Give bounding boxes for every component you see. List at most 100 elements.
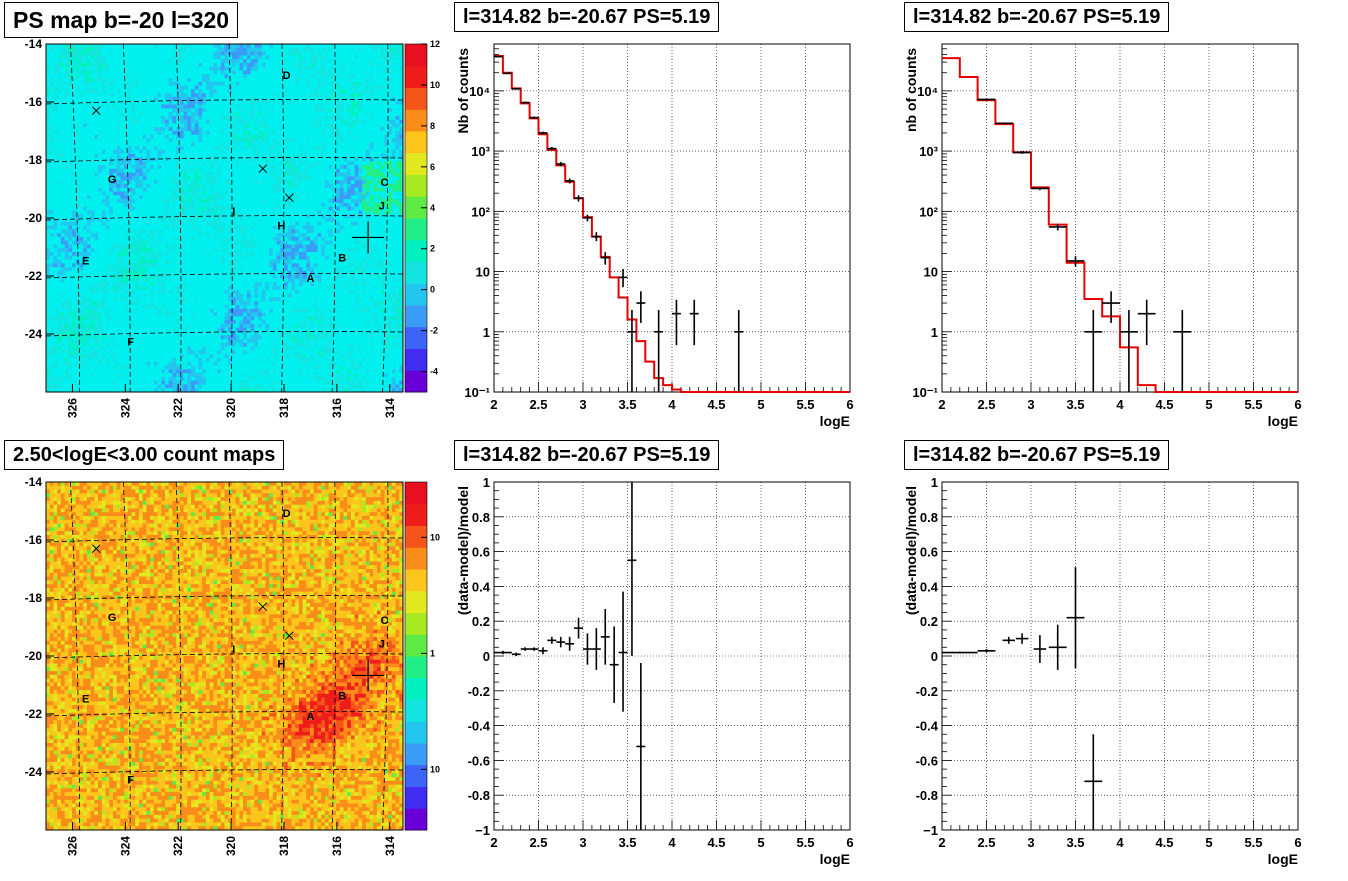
map-pixel [109,134,114,139]
map-pixel [332,161,337,166]
map-pixel [168,74,173,79]
map-pixel [350,100,356,105]
map-pixel [220,138,225,143]
map-pixel [354,100,359,105]
ps-map-panel: 326 324 322 320 318 316 314 -14 -16 -18 -20 -22 -24 D… [0,0,440,438]
map-pixel [213,233,218,238]
map-pixel [153,62,158,68]
map-pixel [391,131,396,136]
map-pixel [183,146,188,151]
map-pixel [265,206,270,211]
map-pixel [399,59,404,64]
map-pixel [64,153,69,158]
map-pixel [179,78,184,83]
map-pixel [161,146,166,151]
map-pixel [272,157,277,162]
map-pixel [161,81,166,87]
map-pixel [101,104,106,109]
map-pixel [138,138,144,143]
map-pixel [165,236,170,242]
map-pixel [298,134,303,139]
map-pixel [150,104,155,109]
map-pixel [365,202,370,208]
map-pixel [68,62,73,68]
map-pixel [109,172,114,177]
map-pixel [302,183,307,189]
map-pixel [365,127,370,132]
map-pixel [105,47,110,52]
map-pixel [205,93,211,98]
map-pixel [235,165,240,170]
map-pixel [269,85,274,90]
map-pixel [191,93,196,98]
map-pixel [339,202,344,208]
map-pixel [194,191,199,196]
map-pixel [98,187,103,192]
map-pixel [373,229,378,234]
map-pixel [336,161,341,166]
map-pixel [310,81,315,87]
map-pixel [298,89,303,94]
map-pixel [138,131,144,136]
map-pixel [101,199,106,204]
map-pixel [138,180,144,185]
map-pixel [306,134,311,139]
map-pixel [384,47,389,52]
map-pixel [395,180,400,185]
map-pixel [272,233,277,238]
map-pixel [254,195,259,200]
map-pixel [157,74,162,79]
map-pixel [90,66,95,71]
map-pixel [302,93,307,98]
map-pixel [362,210,367,215]
map-pixel [257,149,263,155]
map-pixel [272,142,277,147]
map-pixel [49,233,54,238]
map-pixel [127,78,132,83]
map-pixel [176,123,181,128]
map-pixel [257,93,263,98]
map-pixel [75,112,80,117]
map-pixel [124,180,129,185]
map-pixel [220,89,225,94]
map-pixel [250,123,255,128]
map-pixel [179,172,184,177]
map-pixel [224,157,229,162]
map-pixel [391,180,396,185]
map-pixel [179,161,184,166]
map-pixel [388,119,393,124]
map-pixel [168,161,173,166]
map-pixel [176,165,181,170]
map-pixel [168,138,173,143]
map-pixel [176,176,181,181]
map-pixel [60,225,65,230]
map-pixel [254,44,259,49]
map-pixel [176,191,181,196]
map-pixel [220,59,225,64]
map-pixel [373,81,378,87]
map-pixel [46,214,51,219]
map-pixel [135,104,140,109]
map-pixel [120,89,125,94]
map-pixel [179,236,184,242]
map-pixel [72,165,77,170]
map-pixel [328,146,333,151]
map-pixel [287,153,292,158]
map-pixel [376,183,382,189]
map-pixel [116,93,121,98]
map-pixel [224,210,229,215]
map-pixel [191,199,196,204]
map-pixel [49,168,54,174]
map-pixel [235,100,240,105]
map-pixel [213,100,218,105]
map-pixel [347,149,352,155]
map-pixel [376,89,382,94]
map-pixel [317,199,322,204]
map-pixel [191,157,196,162]
map-pixel [395,108,400,113]
map-pixel [354,191,359,196]
map-pixel [213,165,218,170]
map-pixel [168,210,173,215]
map-pixel [254,70,259,75]
map-pixel [161,161,166,166]
